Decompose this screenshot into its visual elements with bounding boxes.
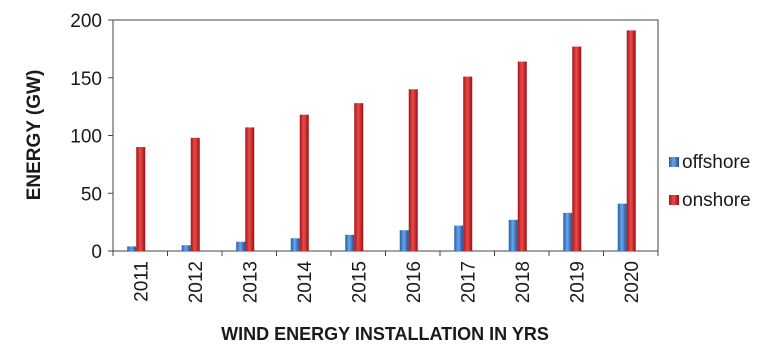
- x-tick-label: 2013: [240, 261, 261, 303]
- bar-offshore-2015: [345, 234, 355, 251]
- legend-swatch-onshore: [669, 195, 679, 205]
- bar-onshore-2013: [245, 127, 255, 251]
- y-axis-label: ENERGY (GW): [24, 70, 45, 201]
- bars: [127, 30, 636, 252]
- x-tick-label: 2012: [186, 261, 207, 303]
- bar-offshore-2011: [127, 246, 137, 251]
- x-axis: 2011 2012 2013 2014 2015 2016 2017 2018 2019 2020: [112, 251, 659, 304]
- bar-onshore-2019: [572, 46, 582, 251]
- x-tick-label: 2011: [131, 261, 152, 302]
- x-tick-label: 2019: [567, 261, 588, 303]
- y-tick-label: 200: [70, 11, 102, 32]
- bar-onshore-2014: [299, 114, 309, 252]
- bar-offshore-2016: [399, 230, 409, 251]
- y-tick-label: 150: [70, 69, 102, 90]
- y-tick-label: 50: [81, 184, 102, 205]
- legend: offshore onshore: [669, 152, 751, 211]
- bar-onshore-2011: [136, 147, 146, 251]
- bar-onshore-2017: [463, 76, 473, 251]
- bar-onshore-2015: [354, 103, 364, 251]
- legend-label-offshore: offshore: [682, 152, 750, 173]
- x-tick-label: 2015: [349, 261, 370, 303]
- x-tick-label: 2017: [458, 261, 479, 303]
- bar-onshore-2016: [408, 89, 418, 251]
- bar-onshore-2020: [626, 30, 636, 251]
- bar-onshore-2012: [190, 137, 200, 251]
- bar-offshore-2018: [508, 219, 518, 251]
- x-tick-label: 2018: [513, 261, 534, 303]
- y-axis: 0 50 100 150 200: [70, 11, 113, 263]
- bar-offshore-2017: [454, 225, 464, 251]
- x-axis-label: WIND ENERGY INSTALLATION IN YRS: [221, 324, 549, 344]
- bar-offshore-2020: [617, 203, 627, 251]
- bar-offshore-2014: [290, 238, 300, 251]
- bar-offshore-2013: [236, 241, 246, 251]
- x-tick-label: 2016: [404, 261, 425, 303]
- x-tick-label: 2020: [622, 261, 643, 303]
- x-tick-label: 2014: [295, 261, 316, 304]
- y-tick-label: 0: [91, 242, 102, 263]
- bar-onshore-2018: [517, 61, 527, 251]
- y-tick-label: 100: [70, 127, 102, 148]
- legend-label-onshore: onshore: [682, 190, 751, 211]
- legend-swatch-offshore: [669, 157, 679, 167]
- bar-offshore-2019: [563, 212, 573, 251]
- bar-offshore-2012: [181, 245, 191, 251]
